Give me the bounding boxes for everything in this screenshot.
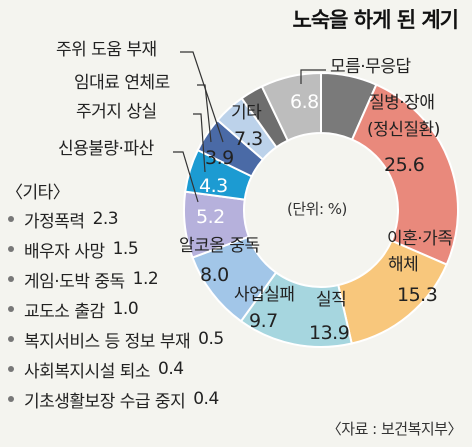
other-item-value: 0.4 — [158, 359, 184, 379]
slice-value-illness: 25.6 — [384, 154, 425, 176]
slice-label-other: 기타 — [231, 103, 262, 123]
other-item: 배우자 사망 1.5 — [8, 234, 224, 264]
slice-value-business: 9.7 — [249, 310, 278, 332]
bullet-icon — [8, 396, 14, 402]
other-item-value: 1.5 — [112, 239, 139, 259]
leader-lines — [173, 51, 326, 203]
other-item-name: 배우자 사망 — [24, 241, 105, 262]
slice-label-business: 사업실패 — [234, 285, 295, 305]
slice-label-unemployment: 실직 — [316, 290, 347, 310]
other-item-name: 기초생활보장 수급 중지 — [24, 391, 186, 412]
bullet-icon — [8, 336, 14, 342]
slice-label-divorce: 이혼·가족 — [387, 229, 453, 249]
other-item-name: 사회복지시설 퇴소 — [24, 361, 151, 382]
other-item-name: 게임·도박 중독 — [24, 271, 125, 292]
other-breakdown-heading: 〈기타〉 — [6, 183, 70, 203]
source-note: 〈자료 : 보건복지부〉 — [326, 420, 463, 438]
other-item-value: 1.0 — [112, 299, 139, 319]
slice-value-divorce: 15.3 — [397, 284, 438, 306]
bullet-icon — [8, 366, 14, 372]
other-item-name: 교도소 출감 — [24, 301, 105, 322]
other-item: 기초생활보장 수급 중지 0.4 — [8, 384, 224, 414]
other-item: 게임·도박 중독 1.2 — [8, 264, 224, 294]
slice-value-credit: 5.2 — [196, 206, 225, 228]
other-item-value: 0.5 — [198, 329, 224, 349]
donut-slice — [350, 83, 459, 266]
bullet-icon — [8, 306, 14, 312]
other-item: 교도소 출감 1.0 — [8, 294, 224, 324]
bullet-icon — [8, 246, 14, 252]
chart-title: 노숙을 하게 된 계기 — [292, 8, 459, 32]
label-housing-loss: 주거지 상실 — [76, 102, 157, 122]
leader-housing-loss — [193, 113, 206, 173]
other-item-name: 복지서비스 등 정보 부재 — [24, 331, 191, 352]
leader-rent — [197, 84, 212, 143]
other-item-value: 1.2 — [132, 269, 159, 289]
other-item-value: 2.3 — [92, 209, 119, 229]
label-credit: 신용불량·파산 — [58, 139, 154, 159]
other-breakdown-list: 가정폭력 2.3 배우자 사망 1.5 게임·도박 중독 1.2 교도소 출감 1.0 복지서비… — [8, 204, 224, 414]
label-rent: 임대료 연체로 — [74, 73, 170, 93]
leader-no-answer — [300, 69, 326, 84]
slice-label-illness: 질병·장애 — [369, 93, 435, 113]
leader-no-help — [180, 51, 224, 143]
label-no-help: 주위 도움 부재 — [56, 40, 157, 60]
donut-slices — [183, 71, 459, 348]
slice-label-divorce-sub: 해체 — [388, 255, 419, 275]
other-item-name: 가정폭력 — [24, 211, 85, 232]
bullet-icon — [8, 276, 14, 282]
donut-slice — [260, 71, 322, 142]
slice-value-no-answer: 6.8 — [290, 91, 319, 113]
slice-value-housing-loss: 4.3 — [199, 175, 228, 197]
slice-value-unemployment: 13.9 — [309, 322, 350, 344]
unit-label: (단위: %) — [287, 200, 347, 218]
other-item-value: 0.4 — [193, 389, 219, 409]
other-item: 복지서비스 등 정보 부재 0.5 — [8, 324, 224, 354]
other-item: 가정폭력 2.3 — [8, 204, 224, 234]
slice-label-illness-sub: (정신질환) — [367, 120, 440, 140]
other-item: 사회복지시설 퇴소 0.4 — [8, 354, 224, 384]
slice-value-other: 7.3 — [234, 128, 263, 150]
slice-value-rent: 3.9 — [205, 147, 234, 169]
slice-value-alcohol: 8.0 — [200, 264, 229, 286]
bullet-icon — [8, 216, 14, 222]
leader-credit — [173, 151, 199, 203]
slice-label-alcohol: 알코올 중독 — [179, 236, 260, 256]
label-no-answer: 모름·무응답 — [330, 57, 411, 77]
